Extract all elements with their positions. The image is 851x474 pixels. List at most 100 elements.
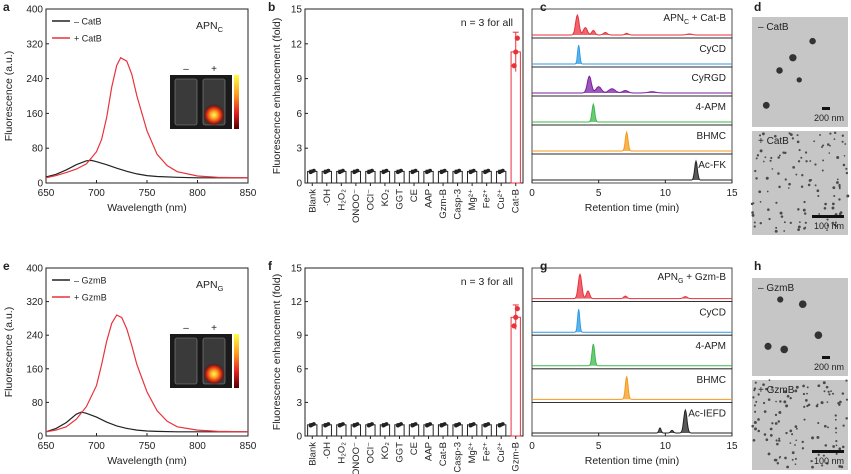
category-label: Blank	[307, 442, 318, 466]
nanoparticle	[776, 462, 780, 465]
inset-label-minus: –	[183, 323, 189, 334]
y-tick-label: 160	[26, 109, 43, 120]
nanoparticle	[835, 431, 837, 434]
scale-bar	[812, 215, 844, 218]
category-label: H₂O₂	[336, 189, 347, 211]
x-tick-label: 750	[139, 441, 156, 452]
nanoparticle	[754, 427, 757, 431]
nanoparticle	[798, 149, 801, 152]
y-axis-label: Fluorescence enhancement (fold)	[271, 18, 283, 174]
nanoparticle	[788, 182, 791, 186]
replicate-point	[326, 422, 331, 426]
nanoparticle	[784, 178, 787, 181]
nanoparticle	[775, 400, 777, 403]
nanoparticle	[767, 452, 771, 456]
nanoparticle	[803, 200, 806, 204]
category-label: Gzm-B	[511, 442, 522, 472]
panel-label-g: g	[540, 259, 547, 273]
trace-line-red	[532, 13, 732, 36]
nanoparticle	[827, 390, 830, 393]
tem-background	[752, 278, 848, 376]
trace-label: CyRGD	[692, 73, 726, 84]
category-label: Mg²⁺	[467, 189, 478, 210]
nanoparticle	[806, 404, 809, 408]
nanoparticle	[821, 169, 824, 172]
tem-condition-label: – CatB	[758, 22, 789, 33]
nanoparticle	[757, 429, 761, 433]
x-tick-label: 800	[189, 188, 206, 199]
nanoparticle	[784, 456, 787, 460]
nanoparticle	[840, 465, 844, 469]
nanoparticle	[765, 438, 769, 442]
panel-label-b: b	[268, 0, 275, 14]
category-label: Cu²⁺	[496, 189, 507, 209]
nanoparticle	[826, 426, 829, 429]
label-subscript: G	[678, 278, 683, 285]
legend-label: – CatB	[74, 17, 102, 27]
y-axis-label: Fluorescence (a.u.)	[3, 307, 15, 397]
nanoparticle	[811, 436, 815, 440]
nanoparticle	[824, 202, 827, 206]
nanoparticle	[829, 144, 831, 147]
nanoparticle	[779, 400, 782, 403]
nanoparticle	[776, 442, 779, 446]
y-tick-label: 0	[296, 432, 302, 443]
chart-e: 650 700 750 800 850 0 80 160 240 320 400 Wavelength…	[3, 264, 257, 468]
trace-line-blue	[532, 309, 732, 333]
nanoparticle	[757, 393, 760, 396]
nanoparticle	[805, 399, 808, 402]
nanoparticle	[820, 401, 824, 405]
nanoparticle	[794, 457, 797, 460]
nanoparticle	[825, 461, 829, 465]
y-tick-label: 12	[291, 39, 303, 50]
nanoparticle	[753, 404, 757, 407]
nanoparticle	[844, 143, 847, 145]
nanoparticle	[834, 414, 837, 417]
panel-label-a: a	[3, 0, 10, 14]
nanoparticle	[753, 225, 756, 228]
nanoparticle	[838, 183, 841, 187]
y-tick-label: 12	[291, 297, 303, 308]
nanoparticle	[774, 413, 778, 417]
tem-condition-label: + CatB	[758, 136, 789, 147]
nanoparticle	[841, 140, 844, 143]
nanoparticle	[823, 390, 826, 393]
nanoparticle	[754, 410, 757, 413]
cuvette-control	[174, 337, 198, 385]
category-label: OCl⁻	[365, 442, 376, 463]
category-label: Casp-3	[453, 189, 464, 220]
nanoparticle	[778, 439, 781, 442]
nanoparticle	[779, 211, 783, 215]
y-tick-label: 3	[296, 398, 302, 409]
nanoparticle	[755, 177, 758, 180]
nanoparticle	[815, 404, 819, 408]
nanoparticle	[832, 186, 836, 190]
nanoaggregate	[789, 54, 797, 62]
replicate-point	[514, 35, 520, 41]
nanoparticle	[789, 221, 792, 225]
nanoparticle	[832, 392, 835, 395]
nanoparticle	[794, 425, 798, 428]
trace-label: CyCD	[699, 44, 726, 55]
nanoparticle	[834, 427, 838, 430]
trace-line-red	[532, 272, 732, 300]
replicate-point	[384, 422, 389, 426]
nanoparticle	[845, 171, 849, 175]
nanoparticle	[823, 206, 827, 210]
nanoparticle	[753, 221, 756, 224]
trace-area-red	[532, 274, 732, 299]
replicate-point	[370, 422, 374, 426]
nanoparticle	[835, 452, 838, 455]
nanoparticle	[784, 151, 787, 155]
replicate-point	[355, 422, 360, 426]
nanoparticle	[845, 398, 849, 401]
replicate-point	[486, 168, 491, 173]
nanoparticle	[751, 424, 755, 428]
nanoparticle	[753, 421, 757, 424]
nanoparticle	[824, 444, 828, 447]
nanoparticle	[774, 422, 778, 425]
nanoparticle	[842, 424, 845, 427]
nanoparticle	[778, 154, 781, 157]
label-base: APN	[196, 279, 218, 291]
replicate-point	[399, 168, 403, 173]
